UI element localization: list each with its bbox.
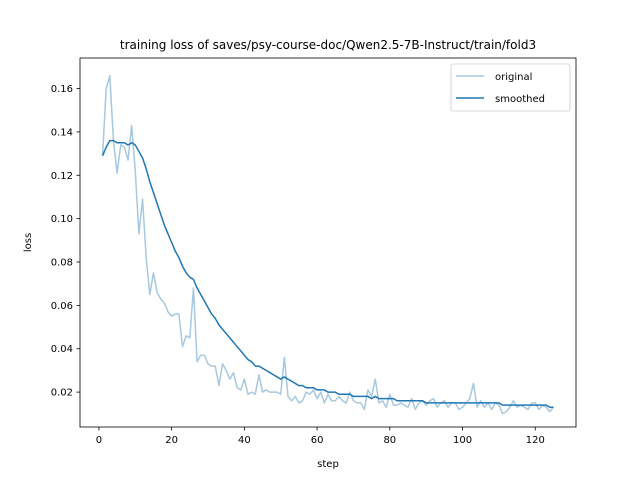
legend: original smoothed	[450, 63, 571, 112]
legend-label-original: original	[495, 72, 532, 83]
y-axis-label: loss	[23, 233, 34, 252]
y-tick-label: 0.04	[51, 344, 73, 355]
x-tick-label: 40	[238, 435, 251, 446]
plot-frame	[79, 57, 577, 428]
series-layer	[101, 74, 555, 415]
x-axis-label: step	[317, 459, 339, 470]
y-tick-label: 0.10	[51, 214, 73, 225]
y-tick-label: 0.16	[51, 84, 73, 95]
y-tick-label: 0.08	[51, 258, 73, 269]
x-axis: 0 20 40 60 80 100 120	[96, 427, 545, 446]
y-tick-label: 0.06	[51, 301, 73, 312]
series-line-smoothed	[101, 139, 554, 409]
x-tick-label: 100	[453, 435, 472, 446]
x-tick-label: 120	[526, 435, 545, 446]
chart-title: training loss of saves/psy-course-doc/Qw…	[120, 38, 536, 52]
y-tick-label: 0.14	[51, 127, 73, 138]
x-tick-label: 60	[311, 435, 324, 446]
x-tick-label: 80	[383, 435, 396, 446]
legend-label-smoothed: smoothed	[495, 94, 545, 105]
y-axis: 0.02 0.04 0.06 0.08 0.10 0.12 0.14 0.16	[51, 84, 80, 399]
x-tick-label: 0	[96, 435, 102, 446]
y-tick-label: 0.12	[51, 171, 73, 182]
x-tick-label: 20	[165, 435, 178, 446]
series-line-original	[101, 74, 555, 415]
y-tick-label: 0.02	[51, 388, 73, 399]
